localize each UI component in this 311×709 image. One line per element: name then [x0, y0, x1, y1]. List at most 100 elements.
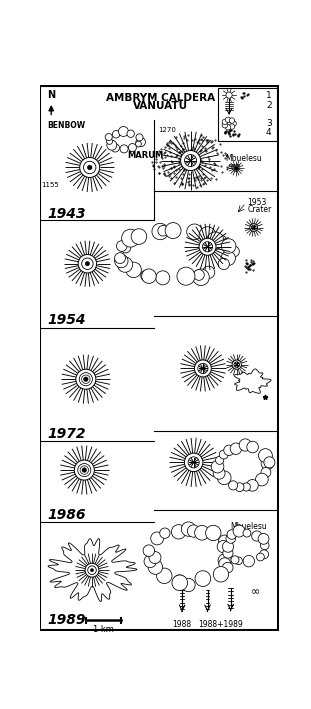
Text: 2: 2	[266, 101, 272, 111]
Ellipse shape	[224, 450, 264, 482]
Circle shape	[218, 258, 230, 269]
Circle shape	[184, 453, 203, 471]
Circle shape	[83, 161, 96, 174]
Circle shape	[80, 157, 100, 177]
Circle shape	[239, 439, 251, 451]
Circle shape	[82, 258, 93, 269]
Text: VANUATU: VANUATU	[133, 101, 188, 111]
Text: 1: 1	[266, 91, 272, 99]
Circle shape	[181, 522, 196, 536]
Circle shape	[256, 473, 268, 486]
Circle shape	[112, 130, 120, 138]
Circle shape	[122, 229, 139, 247]
Circle shape	[172, 575, 188, 591]
Circle shape	[120, 242, 131, 253]
Circle shape	[261, 467, 271, 477]
Circle shape	[207, 232, 224, 250]
Circle shape	[80, 373, 92, 386]
Circle shape	[247, 441, 258, 453]
Circle shape	[260, 541, 269, 549]
Polygon shape	[234, 369, 271, 393]
Circle shape	[261, 457, 274, 469]
Circle shape	[211, 460, 224, 473]
Circle shape	[78, 255, 97, 273]
Circle shape	[229, 246, 239, 257]
Circle shape	[215, 235, 227, 247]
Circle shape	[152, 223, 168, 240]
Polygon shape	[48, 539, 137, 601]
Circle shape	[144, 555, 156, 568]
Circle shape	[202, 242, 213, 252]
Circle shape	[225, 125, 231, 130]
Circle shape	[217, 471, 231, 485]
Circle shape	[195, 571, 211, 586]
Text: 1972: 1972	[47, 427, 86, 441]
Circle shape	[242, 483, 250, 491]
Circle shape	[80, 466, 89, 474]
Circle shape	[247, 479, 258, 491]
Circle shape	[107, 140, 117, 150]
Circle shape	[232, 360, 241, 369]
Circle shape	[219, 450, 228, 459]
Ellipse shape	[217, 445, 271, 488]
Circle shape	[149, 552, 161, 564]
Circle shape	[195, 525, 209, 540]
Circle shape	[194, 360, 211, 377]
Circle shape	[243, 529, 251, 537]
Ellipse shape	[158, 535, 221, 579]
Text: 1155: 1155	[42, 182, 59, 188]
Circle shape	[235, 483, 244, 491]
Text: Crater: Crater	[248, 205, 272, 214]
Circle shape	[142, 269, 156, 284]
Circle shape	[148, 560, 163, 574]
Circle shape	[193, 269, 209, 286]
Circle shape	[198, 363, 208, 374]
Circle shape	[225, 117, 231, 123]
Circle shape	[173, 575, 186, 588]
Ellipse shape	[112, 133, 137, 147]
Circle shape	[117, 257, 133, 272]
Text: 1989: 1989	[47, 613, 86, 627]
Ellipse shape	[113, 228, 236, 281]
Circle shape	[85, 563, 99, 577]
Circle shape	[231, 121, 236, 126]
Circle shape	[219, 558, 231, 569]
Circle shape	[78, 464, 91, 476]
Circle shape	[111, 144, 119, 152]
Text: 1954: 1954	[47, 313, 86, 327]
Text: Mbuelesu: Mbuelesu	[225, 154, 262, 163]
Circle shape	[199, 238, 216, 255]
Circle shape	[229, 481, 238, 490]
Text: ∞: ∞	[251, 587, 260, 597]
Circle shape	[79, 373, 92, 386]
Circle shape	[141, 270, 152, 281]
Ellipse shape	[147, 527, 232, 586]
Circle shape	[226, 92, 232, 98]
Text: BENBOW: BENBOW	[48, 121, 86, 130]
Circle shape	[222, 562, 233, 573]
Text: 1986: 1986	[47, 508, 86, 522]
Circle shape	[199, 227, 216, 243]
Circle shape	[171, 525, 186, 539]
Text: 1953: 1953	[248, 199, 267, 207]
Circle shape	[218, 535, 231, 547]
Circle shape	[226, 534, 236, 543]
Circle shape	[136, 138, 146, 147]
Circle shape	[252, 531, 262, 541]
Circle shape	[206, 525, 221, 541]
Circle shape	[182, 579, 195, 592]
Circle shape	[229, 118, 234, 123]
Circle shape	[258, 449, 272, 462]
Circle shape	[115, 255, 128, 268]
Circle shape	[81, 375, 90, 384]
Circle shape	[116, 241, 127, 252]
Circle shape	[193, 269, 204, 280]
Circle shape	[165, 223, 181, 238]
Ellipse shape	[230, 535, 262, 560]
Text: 1988+1989: 1988+1989	[198, 620, 243, 629]
Circle shape	[257, 553, 264, 561]
Circle shape	[230, 443, 242, 454]
Circle shape	[136, 141, 142, 147]
Circle shape	[114, 252, 125, 264]
Circle shape	[251, 225, 256, 230]
